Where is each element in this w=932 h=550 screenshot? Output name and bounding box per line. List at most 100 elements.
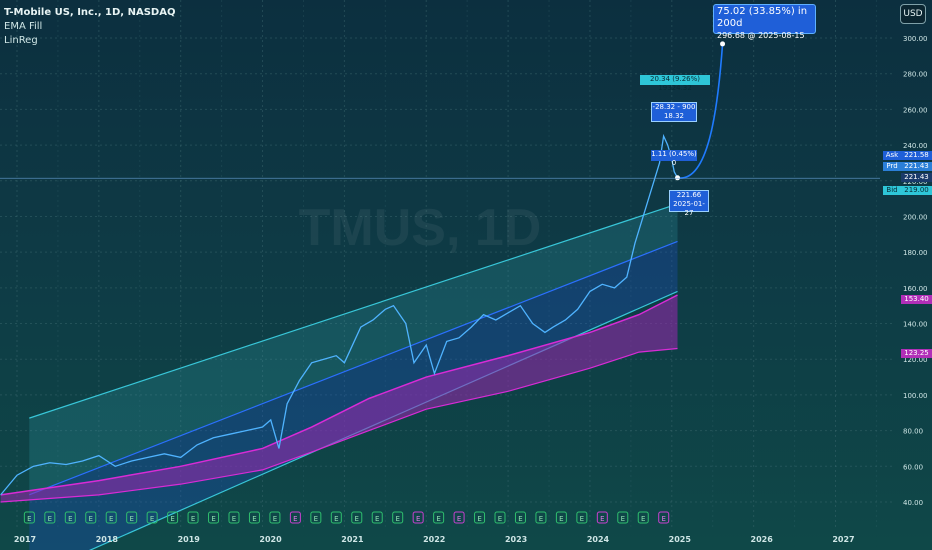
earnings-icon[interactable] xyxy=(453,511,465,524)
earnings-icon-glyph: E xyxy=(661,515,665,523)
earnings-icon[interactable] xyxy=(658,511,670,524)
earnings-icon[interactable] xyxy=(167,511,179,524)
earnings-icon-glyph: E xyxy=(273,515,277,523)
ask-price: 221.58 xyxy=(901,151,932,160)
earnings-icon[interactable] xyxy=(126,511,138,524)
price-axis-tick: 40.00 xyxy=(903,499,923,507)
earnings-icon[interactable] xyxy=(535,511,547,524)
time-axis-tick: 2027 xyxy=(832,535,854,544)
earnings-icon[interactable] xyxy=(248,511,260,524)
earnings-icon[interactable] xyxy=(474,511,486,524)
earnings-icon-glyph: E xyxy=(27,515,31,523)
earnings-icon-glyph: E xyxy=(48,515,52,523)
earnings-icon-glyph: E xyxy=(641,515,645,523)
symbol-watermark: TMUS, 1D xyxy=(299,199,542,257)
ask-tag: Ask xyxy=(883,151,901,160)
price-axis[interactable]: 40.00 60.00 80.00 100.00 120.00 140.00 160.00 1… xyxy=(903,35,928,507)
price-axis-tick: 200.00 xyxy=(903,213,928,221)
earnings-icon-glyph: E xyxy=(621,515,625,523)
delta-line2: 18.32 xyxy=(663,112,685,120)
projection-label: 75.02 (33.85%) in 200d 296.68 @ 2025-08-… xyxy=(713,4,816,40)
earnings-icon[interactable] xyxy=(412,511,424,524)
mid-measure-label: 1.11 (0.45%) 0 xyxy=(651,150,697,167)
earnings-icon[interactable] xyxy=(64,511,76,524)
price-date-date: 2025-01-27 xyxy=(673,200,705,217)
price-axis-tick: 160.00 xyxy=(903,285,928,293)
time-axis-tick: 2025 xyxy=(669,535,692,544)
earnings-icon[interactable] xyxy=(269,511,281,524)
bid-price: 219.00 xyxy=(901,186,932,195)
bid-tag: Bid xyxy=(883,186,901,195)
grid xyxy=(0,0,895,528)
indicator-linreg[interactable]: LinReg xyxy=(4,35,38,46)
earnings-icon[interactable] xyxy=(637,511,649,524)
time-axis[interactable]: 2017 2018 2019 2020 2021 2022 2023 2024 2025 2026… xyxy=(14,535,855,544)
earnings-icon[interactable] xyxy=(85,511,97,524)
price-date-label: 221.66 2025-01-27 xyxy=(669,190,709,217)
earnings-icon[interactable] xyxy=(228,511,240,524)
earnings-icon-glyph: E xyxy=(457,515,461,523)
earnings-icon[interactable] xyxy=(555,511,567,524)
earnings-icon-glyph: E xyxy=(355,515,359,523)
earnings-icon-glyph: E xyxy=(416,515,420,523)
earnings-icon-glyph: E xyxy=(477,515,481,523)
time-axis-tick: 2026 xyxy=(751,535,774,544)
earnings-icon[interactable] xyxy=(44,511,56,524)
earnings-icon-glyph: E xyxy=(559,515,563,523)
earnings-icon[interactable] xyxy=(105,511,117,524)
earnings-icon[interactable] xyxy=(617,511,629,524)
earnings-icon[interactable] xyxy=(514,511,526,524)
projection-target: 296.68 @ 2025-08-15 xyxy=(717,31,805,40)
earnings-icon-glyph: E xyxy=(436,515,440,523)
time-axis-tick: 2023 xyxy=(505,535,527,544)
earnings-icon-glyph: E xyxy=(109,515,113,523)
earnings-icon[interactable] xyxy=(187,511,199,524)
channel-mid-line xyxy=(29,240,678,496)
earnings-icon[interactable] xyxy=(330,511,342,524)
earnings-icon[interactable] xyxy=(208,511,220,524)
earnings-icon[interactable] xyxy=(371,511,383,524)
channel-upper-band xyxy=(29,203,678,495)
ema-slow-price: 123.25 xyxy=(901,349,932,358)
earnings-icon[interactable] xyxy=(494,511,506,524)
ema-slow-line xyxy=(0,347,678,503)
earnings-icon[interactable] xyxy=(392,511,404,524)
earnings-icon[interactable] xyxy=(433,511,445,524)
time-axis-tick: 2019 xyxy=(178,535,201,544)
chart-title: T-Mobile US, Inc., 1D, NASDAQ xyxy=(4,7,176,18)
time-axis-tick: 2021 xyxy=(341,535,364,544)
earnings-icon[interactable] xyxy=(146,511,158,524)
price-axis-tick: 80.00 xyxy=(903,428,923,436)
indicator-ema-fill[interactable]: EMA Fill xyxy=(4,21,43,32)
earnings-icon[interactable] xyxy=(351,511,363,524)
price-axis-tick: 120.00 xyxy=(903,356,928,364)
ema-fast-price: 153.40 xyxy=(901,295,932,304)
range-measure-label: 20.34 (9.26%) 19324.32 xyxy=(640,75,710,92)
time-axis-tick: 2017 xyxy=(14,535,36,544)
delta-line1: -28.32 - 900 xyxy=(652,103,696,111)
earnings-icon-glyph: E xyxy=(211,515,215,523)
prd-tag: Prd xyxy=(883,162,901,171)
price-axis-tick: 60.00 xyxy=(903,463,923,471)
ema-fast-line xyxy=(0,294,678,496)
earnings-icon[interactable] xyxy=(310,511,322,524)
earnings-icon-glyph: E xyxy=(293,515,297,523)
earnings-icon[interactable] xyxy=(576,511,588,524)
earnings-icon-glyph: E xyxy=(170,515,174,523)
earnings-icon[interactable] xyxy=(289,511,301,524)
earnings-icon[interactable] xyxy=(23,511,35,524)
projection-start-point xyxy=(675,175,681,181)
earnings-icon-glyph: E xyxy=(518,515,522,523)
time-axis-tick: 2018 xyxy=(96,535,119,544)
earnings-icon-glyph: E xyxy=(600,515,604,523)
price-axis-tick: 300.00 xyxy=(903,35,928,43)
channel-upper-line xyxy=(29,203,678,419)
projection-change: 75.02 (33.85%) in 200d xyxy=(717,6,808,29)
earnings-icon[interactable] xyxy=(596,511,608,524)
earnings-icon-glyph: E xyxy=(150,515,154,523)
currency-button[interactable]: USD xyxy=(900,4,926,24)
time-axis-tick: 2024 xyxy=(587,535,610,544)
